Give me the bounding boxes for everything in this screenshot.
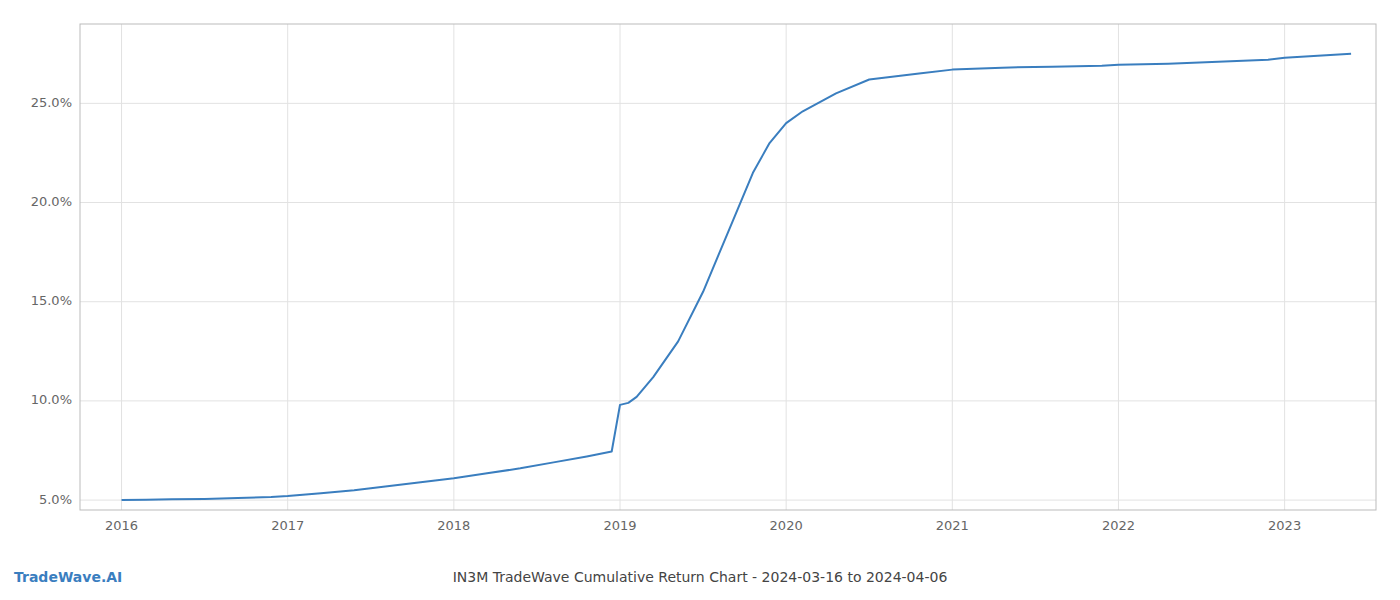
x-tick-label: 2019 — [603, 518, 636, 533]
y-tick-label: 10.0% — [31, 392, 72, 407]
watermark: TradeWave.AI — [14, 569, 122, 585]
x-tick-label: 2022 — [1102, 518, 1135, 533]
y-tick-label: 5.0% — [39, 492, 72, 507]
plot-area — [122, 54, 1352, 500]
x-tick-label: 2018 — [437, 518, 470, 533]
x-grid-line — [121, 24, 122, 510]
y-tick-label: 15.0% — [31, 293, 72, 308]
x-grid-line — [287, 24, 288, 510]
x-grid-line — [453, 24, 454, 510]
y-tick-label: 20.0% — [31, 194, 72, 209]
x-tick-label: 2021 — [936, 518, 969, 533]
return-line — [122, 54, 1352, 500]
x-grid-line — [1284, 24, 1285, 510]
plot-frame — [80, 24, 1376, 510]
title: IN3M TradeWave Cumulative Return Chart -… — [453, 569, 948, 585]
x-grid-line — [620, 24, 621, 510]
y-tick-label: 25.0% — [31, 95, 72, 110]
grid — [80, 24, 1376, 510]
chart: 5.0% 10.0% 15.0% 20.0% 25.0% 2016 2017 2018 2019… — [0, 0, 1400, 600]
tick-labels: 5.0% 10.0% 15.0% 20.0% 25.0% 2016 2017 2018 2019… — [31, 95, 1301, 533]
x-tick-label: 2017 — [271, 518, 304, 533]
x-grid-line — [952, 24, 953, 510]
y-grid-line — [80, 202, 1376, 203]
y-grid-line — [80, 400, 1376, 401]
x-tick-label: 2016 — [105, 518, 138, 533]
y-grid-line — [80, 500, 1376, 501]
y-grid-line — [80, 103, 1376, 104]
x-grid-line — [786, 24, 787, 510]
x-tick-label: 2023 — [1268, 518, 1301, 533]
y-grid-line — [80, 301, 1376, 302]
x-grid-line — [1118, 24, 1119, 510]
x-tick-label: 2020 — [770, 518, 803, 533]
